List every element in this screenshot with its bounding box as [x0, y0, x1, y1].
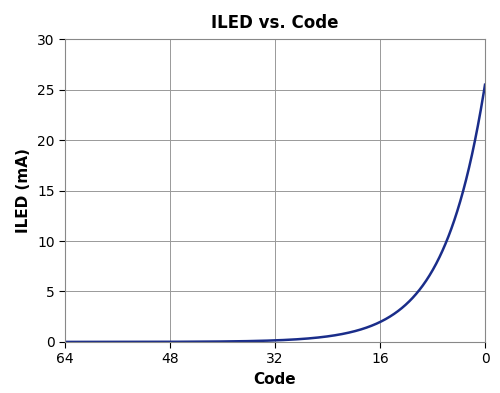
Y-axis label: ILED (mA): ILED (mA) [16, 148, 32, 233]
Title: ILED vs. Code: ILED vs. Code [211, 14, 339, 32]
X-axis label: Code: Code [254, 372, 296, 387]
